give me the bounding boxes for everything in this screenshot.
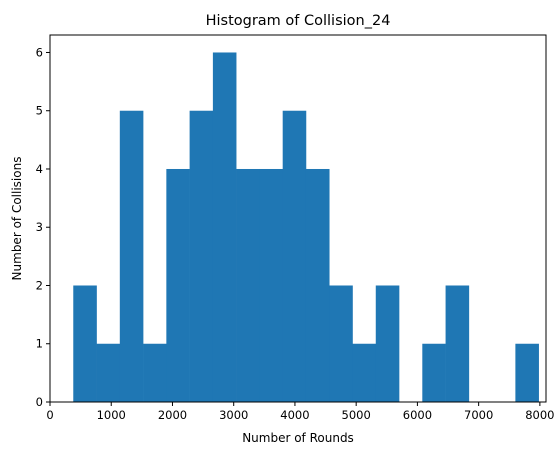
x-tick-label: 0 <box>46 408 53 422</box>
x-tick-label: 8000 <box>525 408 554 422</box>
histogram-bar <box>375 285 400 402</box>
x-tick-label: 2000 <box>158 408 187 422</box>
x-axis-label: Number of Rounds <box>242 431 354 445</box>
x-tick-label: 4000 <box>280 408 309 422</box>
histogram-bar <box>212 52 237 402</box>
chart-title: Histogram of Collision_24 <box>206 13 391 29</box>
y-tick-label: 5 <box>36 104 43 118</box>
x-tick-label: 3000 <box>219 408 248 422</box>
histogram-bar <box>189 110 214 402</box>
histogram-bar <box>282 110 307 402</box>
y-tick-label: 3 <box>36 220 43 234</box>
histogram-bar <box>143 343 167 402</box>
y-axis: 0 1 2 3 4 5 6 <box>36 45 50 409</box>
histogram-bar <box>515 343 539 402</box>
y-tick-label: 4 <box>36 162 43 176</box>
histogram-bar <box>329 285 353 402</box>
histogram-bar <box>119 110 144 402</box>
x-tick-label: 1000 <box>97 408 126 422</box>
histogram-bar <box>445 285 470 402</box>
bars-group <box>73 52 539 402</box>
histogram-bar <box>422 343 446 402</box>
y-tick-label: 2 <box>36 278 43 292</box>
histogram-bar <box>73 285 97 402</box>
x-tick-label: 6000 <box>403 408 432 422</box>
histogram-bar <box>352 343 377 402</box>
histogram-bar <box>236 168 260 402</box>
histogram-bar <box>305 168 330 402</box>
histogram-bar <box>166 168 190 402</box>
y-axis-label: Number of Collisions <box>10 157 24 281</box>
y-tick-label: 6 <box>36 45 43 59</box>
y-tick-label: 0 <box>36 395 43 409</box>
plot-frame <box>49 34 547 403</box>
y-tick-label: 1 <box>36 337 43 351</box>
histogram-bar <box>259 168 283 402</box>
histogram-bar <box>96 343 121 402</box>
x-tick-label: 5000 <box>342 408 371 422</box>
x-tick-label: 7000 <box>464 408 493 422</box>
x-axis: 0 1000 2000 3000 4000 5000 6000 7000 8000 <box>46 402 555 422</box>
